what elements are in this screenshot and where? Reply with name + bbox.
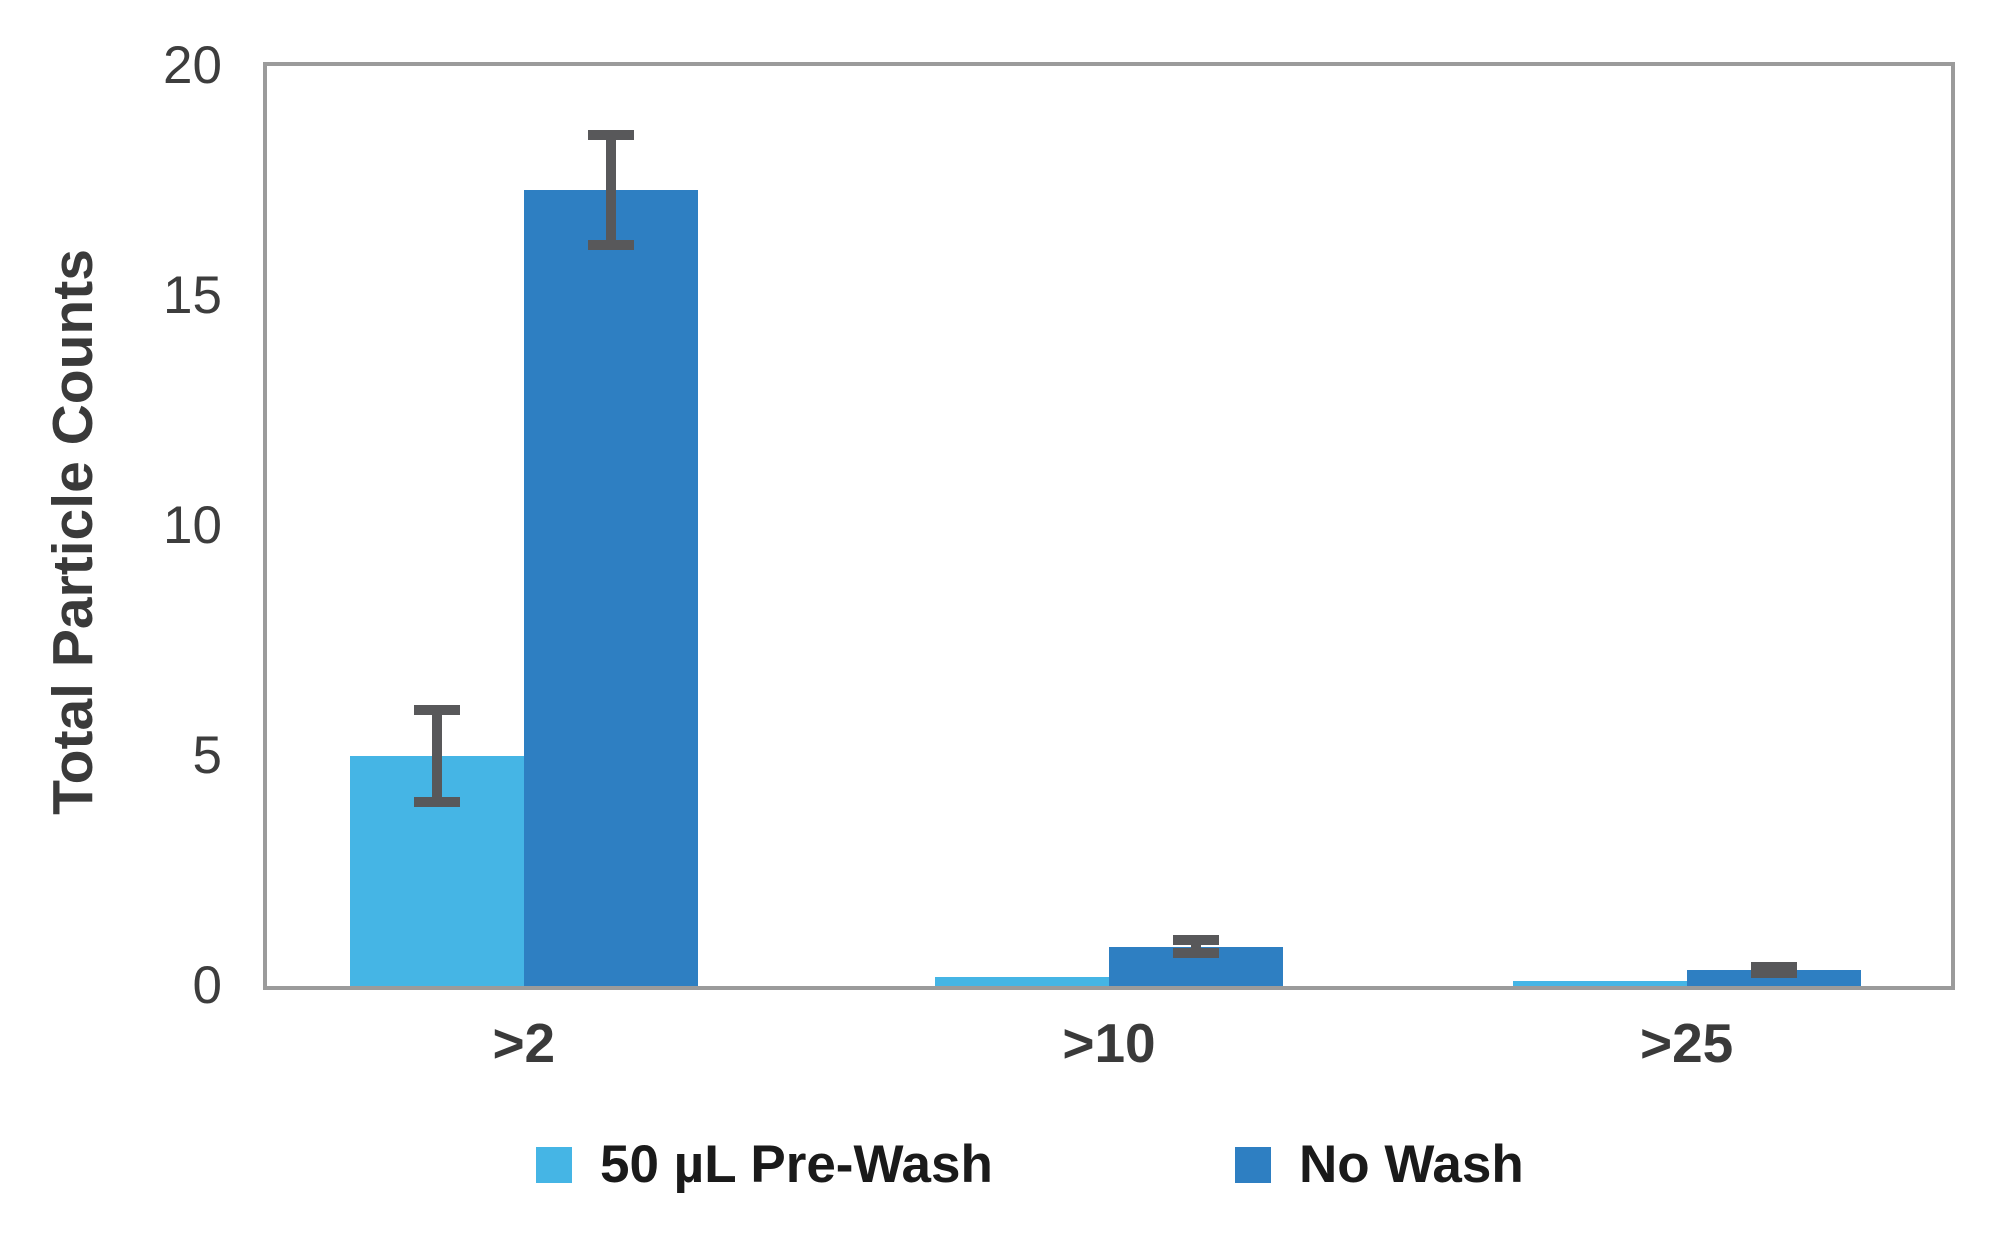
- bar-no-wash-gt-2: [523, 190, 698, 986]
- error-cap-bottom: [587, 240, 634, 250]
- legend-item-50-l-pre-wash: 50 µL Pre-Wash: [536, 1138, 993, 1191]
- x-tick-label-gt-10: >10: [1062, 1012, 1156, 1074]
- error-bar-no-wash-gt-25: [1750, 961, 1797, 979]
- legend-swatch-no-wash: [1235, 1146, 1271, 1183]
- error-bar-50-l-pre-wash-gt-2: [413, 705, 460, 807]
- legend-swatch-50-l-pre-wash: [536, 1146, 572, 1183]
- x-tick-label-gt-25: >25: [1639, 1012, 1734, 1074]
- legend-item-no-wash: No Wash: [1235, 1138, 1524, 1191]
- error-stem: [605, 130, 616, 250]
- error-cap-bottom: [413, 796, 460, 807]
- y-tick-label-0: 0: [192, 956, 222, 1015]
- x-tick-label-gt-2: >2: [492, 1012, 556, 1074]
- error-cap-bottom: [1750, 968, 1797, 979]
- error-bar-no-wash-gt-2: [587, 130, 634, 250]
- bar-50-l-pre-wash-gt-10: [935, 976, 1109, 986]
- y-tick-label-20: 20: [163, 36, 222, 95]
- legend-label-no-wash: No Wash: [1299, 1135, 1524, 1194]
- error-cap-bottom: [1173, 948, 1219, 959]
- y-tick-label-5: 5: [192, 726, 222, 785]
- error-stem: [1191, 935, 1201, 959]
- bar-50-l-pre-wash-gt-25: [1512, 981, 1687, 986]
- y-tick-label-10: 10: [163, 496, 222, 555]
- y-tick-label-15: 15: [163, 266, 222, 325]
- error-stem: [431, 705, 442, 807]
- plot-area: [263, 62, 1955, 990]
- error-bar-no-wash-gt-10: [1173, 935, 1219, 959]
- legend-label-50-l-pre-wash: 50 µL Pre-Wash: [600, 1135, 993, 1194]
